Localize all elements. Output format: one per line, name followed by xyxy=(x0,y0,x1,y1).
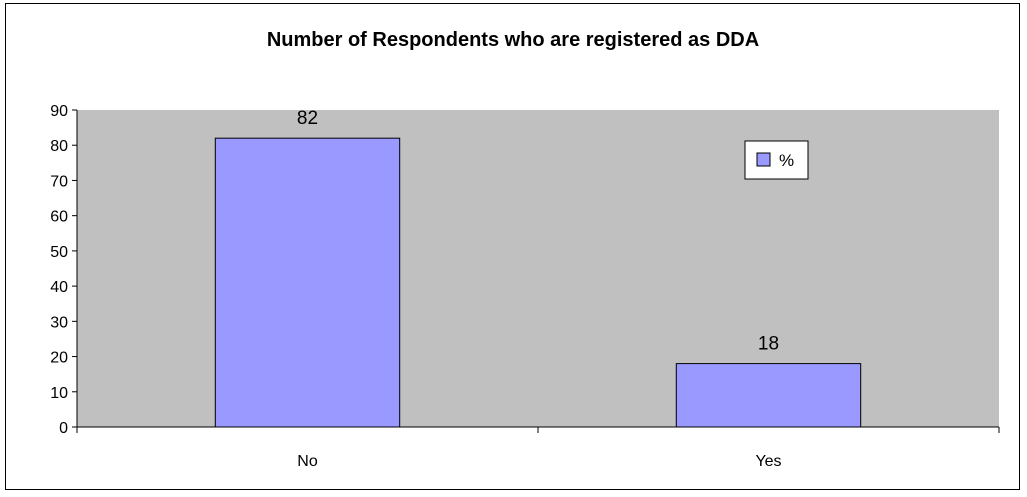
labels: 0 10 20 30 40 50 60 70 80 90 82 No 18 Yes xyxy=(50,103,781,470)
y-tick-label: 80 xyxy=(50,138,68,155)
bar-yes xyxy=(675,363,862,428)
data-label: 82 xyxy=(297,108,318,129)
data-label: 18 xyxy=(758,334,779,355)
y-tick-label: 70 xyxy=(50,173,68,190)
x-category-label: No xyxy=(297,453,318,470)
legend: % xyxy=(744,140,809,180)
bar-no xyxy=(214,137,401,428)
y-tick-label: 40 xyxy=(50,279,68,296)
y-tick-label: 10 xyxy=(50,385,68,402)
y-tick-label: 60 xyxy=(50,209,68,226)
bars xyxy=(214,137,862,428)
legend-swatch xyxy=(756,152,771,167)
y-tick-label: 20 xyxy=(50,350,68,367)
y-tick-label: 90 xyxy=(50,103,68,120)
y-tick-label: 50 xyxy=(50,244,68,261)
legend-label: % xyxy=(779,151,794,170)
x-category-label: Yes xyxy=(755,453,781,470)
chart-title: Number of Respondents who are registered… xyxy=(267,29,759,51)
y-tick-label: 30 xyxy=(50,314,68,331)
y-tick-label: 0 xyxy=(59,420,68,437)
legend-box xyxy=(744,140,809,180)
